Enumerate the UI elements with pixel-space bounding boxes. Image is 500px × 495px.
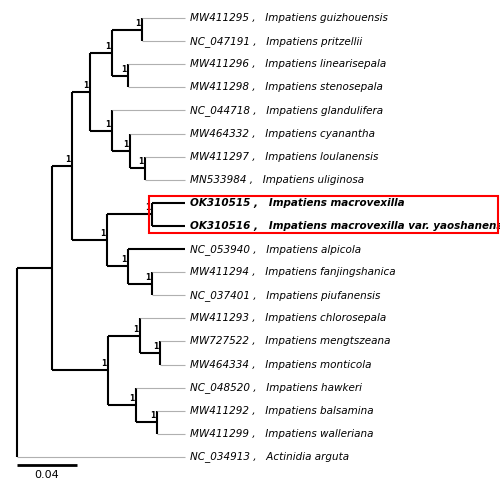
- Text: MW464332 ,   Impatiens cyanantha: MW464332 , Impatiens cyanantha: [190, 129, 375, 139]
- Text: MW411292 ,   Impatiens balsamina: MW411292 , Impatiens balsamina: [190, 406, 374, 416]
- Text: 1: 1: [100, 229, 105, 239]
- Text: 1: 1: [145, 273, 150, 282]
- Text: 1: 1: [83, 81, 88, 90]
- Text: MW411297 ,   Impatiens loulanensis: MW411297 , Impatiens loulanensis: [190, 151, 378, 162]
- Text: 1: 1: [138, 157, 143, 166]
- Text: 1: 1: [121, 65, 126, 74]
- Text: NC_048520 ,   Impatiens hawkeri: NC_048520 , Impatiens hawkeri: [190, 382, 362, 393]
- Text: MW411296 ,   Impatiens linearisepala: MW411296 , Impatiens linearisepala: [190, 59, 386, 69]
- Text: MW411299 ,   Impatiens walleriana: MW411299 , Impatiens walleriana: [190, 429, 374, 439]
- Text: MW411295 ,   Impatiens guizhouensis: MW411295 , Impatiens guizhouensis: [190, 13, 388, 23]
- Text: 1: 1: [150, 411, 155, 420]
- Text: 1: 1: [133, 325, 138, 334]
- Text: NC_047191 ,   Impatiens pritzellii: NC_047191 , Impatiens pritzellii: [190, 36, 362, 47]
- Text: NC_037401 ,   Impatiens piufanensis: NC_037401 , Impatiens piufanensis: [190, 290, 380, 301]
- Text: 1: 1: [101, 359, 106, 368]
- Text: MW411294 ,   Impatiens fanjingshanica: MW411294 , Impatiens fanjingshanica: [190, 267, 396, 277]
- Text: 1: 1: [105, 42, 110, 50]
- Text: 1: 1: [145, 203, 150, 212]
- Text: NC_053940 ,   Impatiens alpicola: NC_053940 , Impatiens alpicola: [190, 244, 361, 254]
- Text: 1: 1: [129, 394, 134, 403]
- Text: 0.04: 0.04: [34, 470, 59, 480]
- Text: 1: 1: [121, 255, 126, 264]
- Text: OK310515 ,   Impatiens macrovexilla: OK310515 , Impatiens macrovexilla: [190, 198, 404, 208]
- Text: MN533984 ,   Impatiens uliginosa: MN533984 , Impatiens uliginosa: [190, 175, 364, 185]
- Text: 1: 1: [153, 342, 158, 351]
- Bar: [149, 196, 498, 233]
- Text: 1: 1: [65, 155, 70, 164]
- Text: NC_044718 ,   Impatiens glandulifera: NC_044718 , Impatiens glandulifera: [190, 105, 383, 116]
- Text: 1: 1: [135, 18, 140, 28]
- Text: 1: 1: [105, 120, 110, 129]
- Text: NC_034913 ,   Actinidia arguta: NC_034913 , Actinidia arguta: [190, 451, 349, 462]
- Text: OK310516 ,   Impatiens macrovexilla var. yaoshanensis: OK310516 , Impatiens macrovexilla var. y…: [190, 221, 500, 231]
- Text: MW727522 ,   Impatiens mengtszeana: MW727522 , Impatiens mengtszeana: [190, 337, 390, 346]
- Text: MW411298 ,   Impatiens stenosepala: MW411298 , Impatiens stenosepala: [190, 82, 383, 92]
- Text: MW411293 ,   Impatiens chlorosepala: MW411293 , Impatiens chlorosepala: [190, 313, 386, 323]
- Text: 1: 1: [123, 140, 128, 149]
- Text: MW464334 ,   Impatiens monticola: MW464334 , Impatiens monticola: [190, 359, 372, 370]
